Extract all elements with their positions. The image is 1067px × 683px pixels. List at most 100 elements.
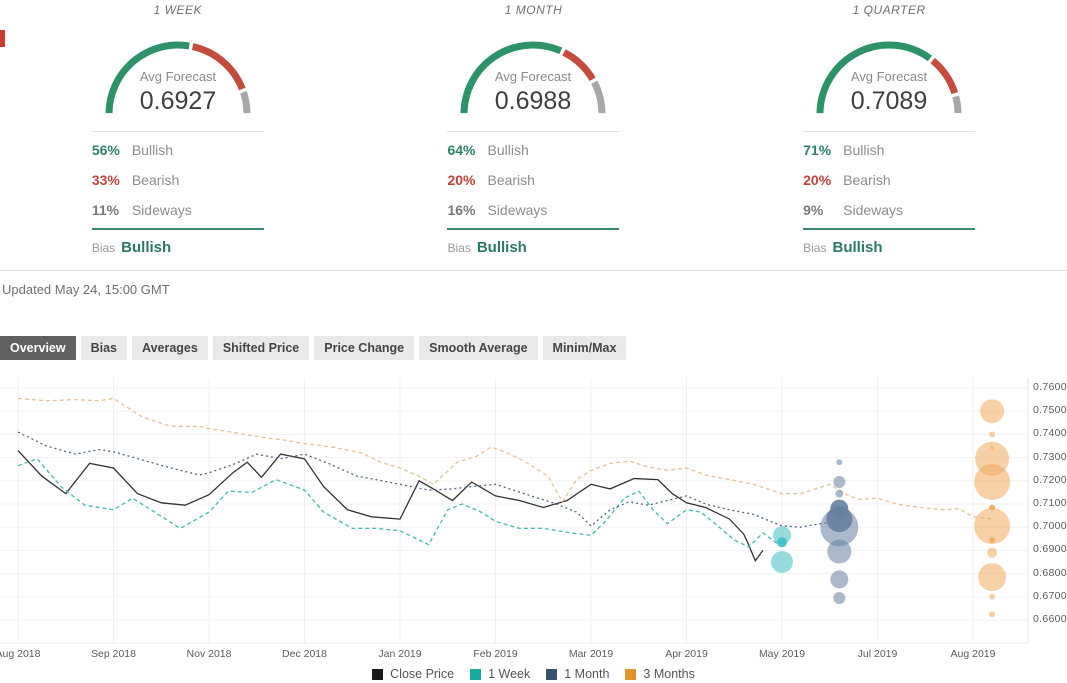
x-axis-label: Aug 2018: [0, 648, 41, 660]
gauge-arc-segment: [191, 43, 246, 91]
forecast-bubble-1-week: [771, 551, 793, 573]
gauge-1-month: Avg Forecast 0.6988: [460, 41, 606, 115]
bias-row: Bias Bullish: [803, 239, 975, 256]
bias-label: Bias: [447, 241, 471, 255]
gauge-arc-segment: [239, 91, 251, 114]
gauge-arc-segment: [460, 41, 563, 114]
legend-item-1-week[interactable]: 1 Week: [470, 667, 530, 681]
tab-averages[interactable]: Averages: [132, 336, 208, 360]
y-axis-label: 0.7100: [1033, 497, 1067, 509]
bearish-percent: 20%: [447, 172, 476, 188]
bullish-row: 71% Bullish: [803, 135, 975, 165]
x-axis-label: Mar 2019: [568, 648, 614, 660]
bullish-label: Bullish: [487, 142, 529, 158]
panel-divider: [447, 131, 620, 132]
legend-label: 1 Week: [488, 667, 531, 681]
x-axis-label: Jan 2019: [378, 648, 422, 660]
forecast-bubble-3-months: [974, 508, 1011, 544]
y-axis-label: 0.7200: [1033, 473, 1067, 486]
y-axis-label: 0.7600: [1033, 381, 1067, 393]
legend-label: Close Price: [390, 667, 455, 681]
bias-label: Bias: [91, 241, 116, 255]
forecast-chart[interactable]: 0.7600 0.7500 0.7400 0.7300 0.7200 0.7100 0.70…: [0, 375, 1067, 683]
bias-label: Bias: [803, 241, 827, 255]
tab-bias[interactable]: Bias: [80, 336, 127, 360]
forecast-bubble-1-month: [820, 508, 859, 547]
forecast-bubble-1-week: [773, 526, 791, 545]
avg-forecast-label: Avg Forecast: [140, 69, 217, 84]
sideways-percent: 9%: [803, 202, 824, 218]
series-line-1-week: [17, 458, 783, 548]
clipped-red-icon: [0, 30, 5, 47]
legend-label: 1 Month: [564, 667, 610, 681]
bias-row: Bias Bullish: [447, 239, 619, 256]
forecast-bubble-1-month: [830, 570, 849, 589]
gauge-arc-segment: [591, 80, 606, 114]
sideways-label: Sideways: [487, 202, 548, 218]
bias-value: Bullish: [121, 239, 172, 256]
gauge-1-quarter: Avg Forecast 0.7089: [816, 41, 962, 115]
panel-title-1-month: 1 MONTH: [504, 3, 563, 17]
forecast-panel-1-week: 1 WEEK Avg Forecast 0.6927 56% Bullish 3…: [0, 2, 356, 268]
bias-divider: [803, 228, 976, 230]
forecast-bubble-1-week: [777, 537, 787, 548]
gauge-1-week: Avg Forecast 0.6927: [105, 41, 251, 115]
forecast-bubble-1-month: [833, 476, 846, 488]
bearish-label: Bearish: [487, 172, 535, 188]
bullish-label: Bullish: [131, 142, 174, 158]
forecast-chart-svg[interactable]: [0, 375, 1067, 647]
tab-price-change[interactable]: Price Change: [314, 336, 415, 360]
forecast-bubble-1-month: [836, 459, 843, 466]
gauge-arc-segment: [930, 57, 959, 95]
sideways-row: 11% Sideways: [92, 195, 264, 225]
bullish-row: 56% Bullish: [92, 135, 264, 165]
forecast-bubble-1-month: [835, 489, 844, 498]
legend-item-close-price[interactable]: Close Price: [372, 667, 454, 681]
series-line-close-price: [17, 450, 764, 563]
bearish-label: Bearish: [843, 172, 891, 188]
forecast-bubble-3-months: [989, 593, 996, 600]
legend-swatch: [625, 668, 637, 680]
avg-forecast-value: 0.6988: [495, 87, 571, 115]
forecast-panel-1-month: 1 MONTH Avg Forecast 0.6988 64% Bullish …: [356, 2, 712, 268]
chart-legend: Close Price 1 Week 1 Month 3 Months: [0, 667, 1067, 681]
bias-divider: [447, 228, 620, 230]
forecast-panels: 1 WEEK Avg Forecast 0.6927 56% Bullish 3…: [0, 0, 1067, 268]
x-axis-label: Apr 2019: [665, 648, 708, 660]
forecast-panel-1-quarter: 1 QUARTER Avg Forecast 0.7089 71% Bullis…: [711, 2, 1067, 268]
y-axis-label: 0.7000: [1033, 520, 1067, 533]
x-axis-label: Sep 2018: [91, 648, 136, 660]
legend-item-3-months[interactable]: 3 Months: [625, 667, 695, 681]
avg-forecast-label: Avg Forecast: [495, 69, 572, 84]
panel-title-1-quarter: 1 QUARTER: [852, 3, 926, 17]
x-axis-label: Aug 2019: [950, 648, 996, 660]
sideways-percent: 11%: [91, 202, 120, 218]
panel-divider: [91, 131, 264, 132]
x-axis-label: May 2019: [758, 648, 806, 660]
section-divider: [0, 270, 1067, 271]
avg-forecast-label: Avg Forecast: [851, 69, 928, 84]
bias-row: Bias Bullish: [92, 239, 264, 256]
avg-forecast-value: 0.6927: [140, 87, 216, 115]
bearish-row: 20% Bearish: [447, 165, 619, 195]
sideways-percent: 16%: [447, 202, 476, 218]
bearish-percent: 20%: [803, 172, 832, 188]
forecast-bubble-1-month: [827, 539, 852, 564]
x-axis-label: Jul 2019: [857, 648, 898, 660]
bias-divider: [91, 228, 264, 230]
sideways-label: Sideways: [131, 202, 192, 218]
forecast-bubble-3-months: [989, 537, 996, 543]
bias-value: Bullish: [476, 239, 527, 256]
gauge-arc-segment: [952, 95, 962, 114]
gauge-arc-segment: [105, 41, 190, 114]
tab-smooth-average[interactable]: Smooth Average: [419, 336, 538, 360]
tab-overview[interactable]: Overview: [0, 336, 76, 360]
tab-shifted-price[interactable]: Shifted Price: [212, 336, 310, 360]
bullish-percent: 64%: [447, 142, 476, 158]
tab-minim-max[interactable]: Minim/Max: [542, 336, 627, 360]
legend-item-1-month[interactable]: 1 Month: [546, 667, 609, 681]
bearish-row: 20% Bearish: [803, 165, 975, 195]
forecast-bubble-3-months: [989, 431, 996, 438]
y-axis-label: 0.6700: [1033, 589, 1067, 602]
bias-value: Bullish: [832, 239, 883, 256]
